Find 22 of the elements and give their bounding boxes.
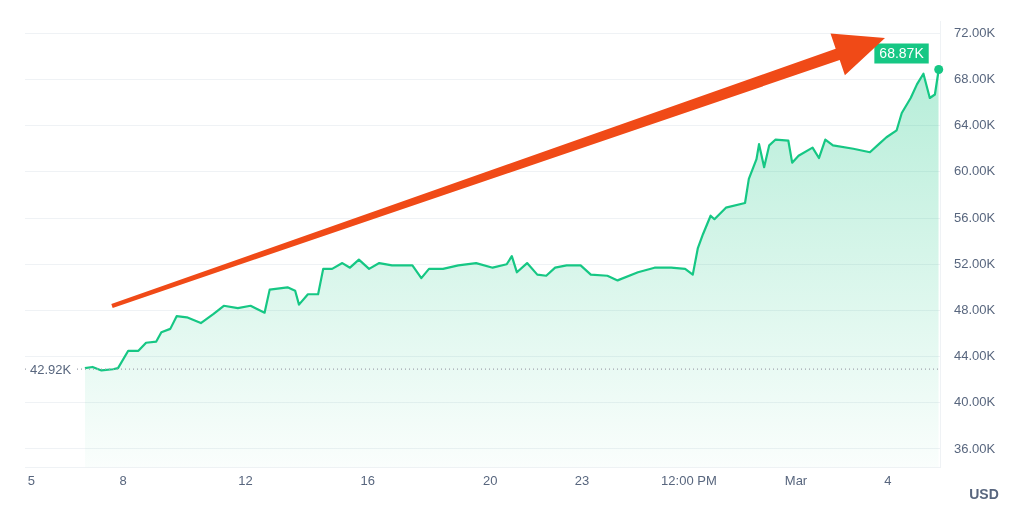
y-tick-label: 52.00K [954,255,996,271]
x-tick-label: Mar [784,472,808,488]
y-tick-label: 40.00K [954,394,996,410]
y-axis-title: USD [969,486,999,503]
y-tick-label: 56.00K [954,209,996,225]
annotation: 68.87K [879,44,925,61]
x-tick-label: 16 [360,472,376,488]
x-tick-label: 5 [27,472,35,488]
y-tick-label: 72.00K [954,24,996,40]
x-tick-label: 12 [238,472,253,488]
y-tick-label: 36.00K [954,440,996,456]
y-tick-label: 48.00K [954,301,996,317]
ref-line-label: 42.92K [30,361,72,377]
x-tick-label: 23 [574,472,590,488]
y-tick-label: 68.00K [954,71,996,87]
x-tick-label: 20 [482,472,498,488]
y-tick-label: 64.00K [954,117,996,133]
x-tick-label: 4 [884,472,892,488]
x-tick-label: 12:00 PM [661,472,717,488]
y-tick-label: 60.00K [954,163,996,179]
x-tick-label: 8 [119,472,127,488]
y-tick-label: 44.00K [954,348,996,364]
